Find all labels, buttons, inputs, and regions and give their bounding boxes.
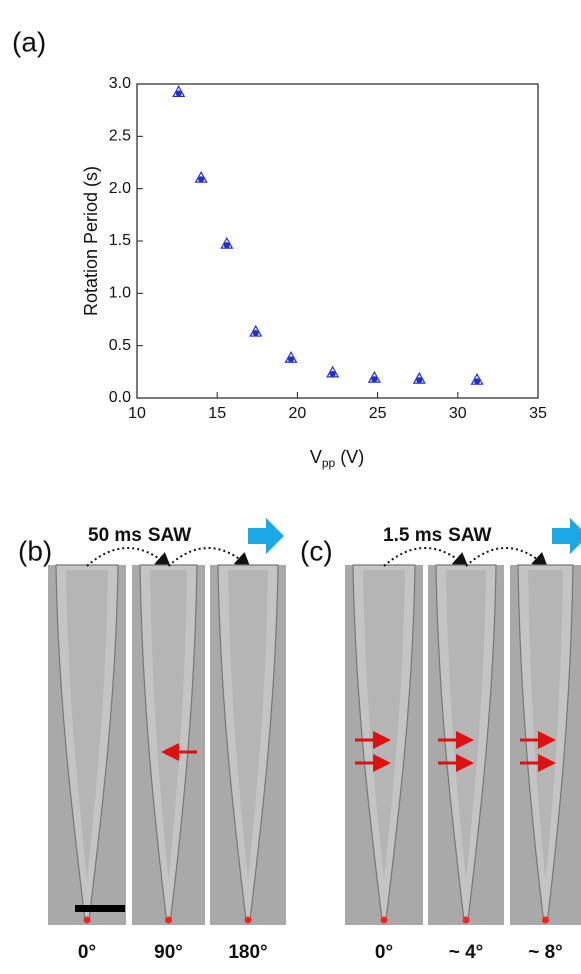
dotted-arrow	[383, 547, 470, 569]
pulse-caption: 1.5 ms SAW	[383, 525, 492, 546]
y-tick-label: 0.5	[109, 337, 131, 354]
angle-label: 0°	[375, 942, 393, 963]
data-point	[220, 236, 234, 249]
x-tick-label: 30	[449, 405, 467, 422]
angle-label: 180°	[228, 942, 267, 963]
tip-marker	[380, 916, 388, 924]
data-point	[367, 370, 381, 383]
dot-marker	[416, 377, 423, 384]
y-tick-label: 3.0	[109, 75, 131, 92]
data-point	[412, 371, 426, 384]
data-point	[172, 85, 186, 97]
plot-frame	[136, 83, 539, 399]
tip-marker	[244, 916, 252, 924]
dotted-arrow	[86, 547, 172, 569]
x-tick-label: 20	[289, 405, 307, 422]
data-point	[284, 350, 298, 363]
data-point	[326, 365, 340, 378]
angle-label: 0°	[78, 942, 96, 963]
panel-label: (b)	[18, 535, 52, 566]
y-tick-label: 2.0	[109, 180, 131, 197]
x-label-subscript: pp	[322, 456, 336, 470]
dot-marker	[474, 378, 481, 385]
x-axis-label: Vpp (V)	[310, 447, 364, 470]
x-label-unit: (V)	[340, 447, 364, 467]
wave-label: SAW	[148, 525, 191, 546]
worm-interior	[363, 570, 405, 880]
dot-marker	[252, 330, 259, 337]
wave-label: SAW	[448, 525, 491, 546]
dot-marker	[223, 242, 230, 249]
tip-marker	[83, 916, 91, 924]
saw-arrow	[248, 518, 284, 554]
dot-marker	[371, 376, 378, 383]
y-axis-label: Rotation Period (s)	[81, 166, 101, 316]
dot-marker	[175, 90, 182, 97]
angle-label: ~ 8°	[528, 942, 563, 963]
pulse-duration: 1.5 ms	[383, 525, 442, 546]
y-tick-label: 1.5	[109, 232, 131, 249]
pulse-caption: 50 ms SAW	[88, 525, 191, 546]
y-tick-label: 2.5	[109, 128, 131, 145]
scale-bar	[75, 905, 125, 912]
dot-marker	[198, 176, 205, 183]
panel-label: (a)	[12, 26, 46, 57]
saw-arrow	[552, 518, 581, 554]
data-point	[249, 324, 263, 337]
worm-interior	[66, 570, 108, 880]
worm-interior	[446, 570, 486, 880]
triangle-marker	[249, 324, 263, 337]
data-point	[470, 372, 484, 385]
triangle-marker	[470, 372, 484, 385]
x-tick-label: 15	[208, 405, 226, 422]
worm-interior	[150, 570, 187, 880]
angle-label: 90°	[154, 942, 183, 963]
dotted-arrow	[167, 547, 251, 569]
tip-marker	[165, 916, 172, 924]
angle-label: ~ 4°	[449, 942, 484, 963]
worm-interior	[228, 570, 268, 880]
x-label-symbol: V	[310, 447, 322, 467]
data-point	[194, 170, 208, 183]
dot-marker	[329, 370, 336, 377]
pulse-duration: 50 ms	[88, 525, 142, 546]
x-tick-label: 35	[529, 405, 547, 422]
y-tick-label: 0.0	[109, 389, 131, 406]
triangle-marker	[284, 350, 298, 363]
panel-label: (c)	[300, 535, 333, 566]
worm-interior	[528, 570, 563, 880]
x-tick-label: 25	[369, 405, 387, 422]
dot-marker	[287, 356, 294, 363]
tip-marker	[542, 916, 549, 924]
x-tick-label: 10	[128, 405, 146, 422]
y-tick-label: 1.0	[109, 285, 131, 302]
dotted-arrow	[465, 547, 549, 569]
tip-marker	[462, 916, 470, 924]
